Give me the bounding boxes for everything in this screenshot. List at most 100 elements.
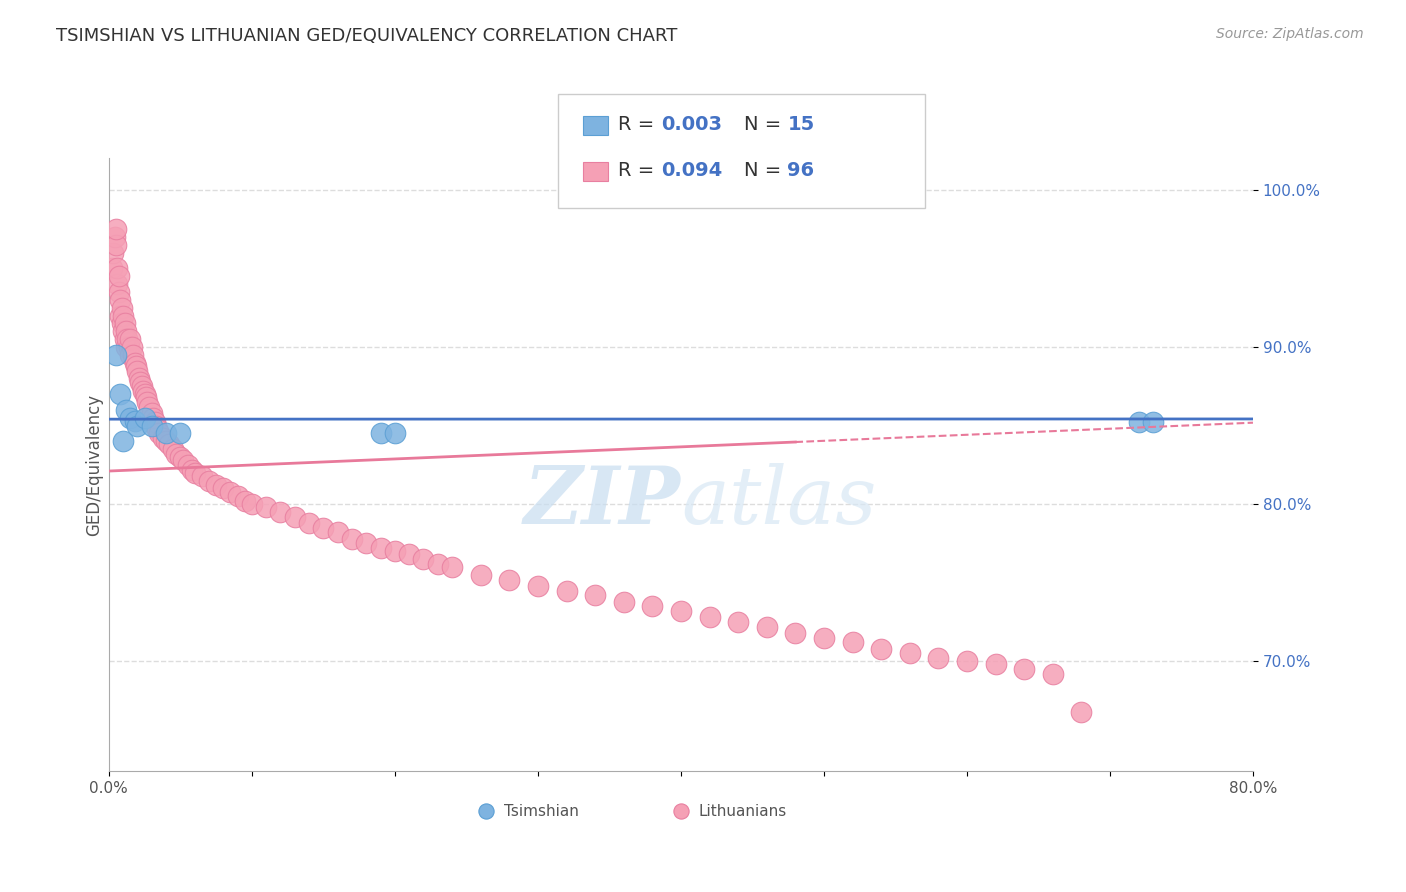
Point (129, 375, 152, 389)
Point (898, 647, 921, 661)
Text: Tsimshian: Tsimshian (503, 804, 578, 819)
Point (127, 363, 149, 377)
Point (165, 447, 187, 461)
Text: TSIMSHIAN VS LITHUANIAN GED/EQUIVALENCY CORRELATION CHART: TSIMSHIAN VS LITHUANIAN GED/EQUIVALENCY … (56, 27, 678, 45)
Text: Source: ZipAtlas.com: Source: ZipAtlas.com (1216, 27, 1364, 41)
Text: N =: N = (744, 161, 787, 180)
Point (205, 478, 228, 492)
Point (755, 620, 778, 634)
Point (122, 348, 145, 362)
Point (141, 406, 163, 420)
Point (110, 293, 132, 307)
Point (583, 588, 606, 602)
Point (813, 631, 835, 645)
Point (124, 356, 146, 370)
Point (115, 340, 138, 354)
Point (384, 544, 406, 558)
Point (384, 426, 406, 441)
Point (112, 434, 135, 449)
Point (370, 426, 392, 441)
Point (269, 505, 291, 519)
Point (148, 426, 170, 441)
Point (110, 387, 132, 401)
Text: Lithuanians: Lithuanians (697, 804, 786, 819)
Point (107, 261, 129, 276)
Point (284, 509, 307, 524)
Point (120, 410, 142, 425)
Point (112, 309, 135, 323)
Point (132, 384, 155, 398)
Point (641, 599, 664, 614)
Point (727, 615, 749, 629)
Point (115, 324, 138, 338)
Point (169, 426, 191, 441)
Point (226, 489, 249, 503)
Text: 15: 15 (787, 115, 814, 135)
Point (136, 395, 159, 409)
Point (219, 484, 242, 499)
Point (233, 494, 256, 508)
Point (120, 332, 142, 346)
Point (785, 626, 807, 640)
Point (120, 348, 142, 362)
Point (135, 390, 157, 404)
Point (114, 332, 136, 346)
Point (555, 583, 578, 598)
Point (1012, 662, 1035, 676)
Point (115, 403, 138, 417)
Point (112, 324, 135, 338)
Text: 0.003: 0.003 (661, 115, 723, 135)
Point (841, 635, 863, 649)
Point (956, 654, 979, 668)
Point (326, 525, 349, 540)
Point (110, 309, 132, 323)
Point (412, 552, 434, 566)
Point (669, 604, 692, 618)
Point (152, 431, 174, 445)
Point (1042, 667, 1064, 681)
Point (984, 657, 1007, 672)
Point (172, 453, 194, 467)
Point (699, 610, 721, 624)
Point (124, 414, 146, 428)
Text: 96: 96 (787, 161, 814, 180)
FancyBboxPatch shape (582, 116, 607, 135)
Point (441, 560, 464, 574)
Point (312, 521, 335, 535)
Text: R =: R = (619, 161, 661, 180)
Point (114, 317, 136, 331)
Point (180, 462, 202, 476)
Point (134, 387, 156, 401)
Point (138, 400, 160, 414)
Point (155, 434, 177, 449)
Point (141, 418, 163, 433)
Point (191, 469, 214, 483)
Point (254, 500, 277, 515)
Point (340, 532, 363, 546)
Point (1070, 705, 1092, 719)
Point (146, 422, 169, 436)
Point (117, 332, 139, 346)
Point (870, 641, 893, 656)
Point (498, 573, 520, 587)
Point (527, 579, 550, 593)
Y-axis label: GED/Equivalency: GED/Equivalency (86, 394, 103, 536)
Point (142, 410, 165, 425)
Point (157, 437, 180, 451)
Point (162, 442, 184, 457)
Point (155, 426, 177, 441)
Point (103, 230, 125, 244)
Point (100, 261, 122, 276)
Point (927, 651, 949, 665)
Point (169, 450, 191, 464)
Point (613, 594, 636, 608)
FancyBboxPatch shape (582, 162, 607, 180)
Point (298, 516, 321, 530)
Text: 0.094: 0.094 (661, 161, 723, 180)
Point (111, 301, 134, 315)
Point (198, 474, 221, 488)
Point (143, 416, 166, 430)
Point (121, 340, 143, 354)
Point (1128, 416, 1150, 430)
Point (108, 285, 131, 299)
